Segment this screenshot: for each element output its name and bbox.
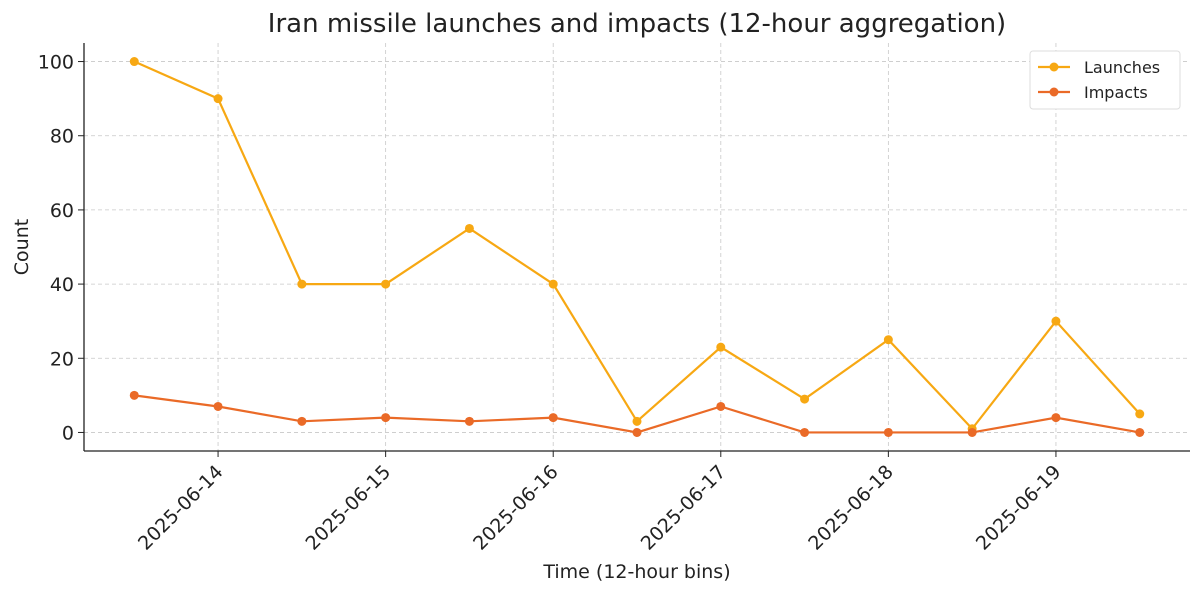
data-point — [381, 413, 391, 423]
data-point — [967, 427, 977, 437]
data-point — [632, 416, 642, 426]
y-axis-label: Count — [11, 219, 33, 275]
data-point — [297, 416, 307, 426]
data-point — [548, 413, 558, 423]
x-tick-label: 2025-06-19 — [972, 461, 1066, 555]
data-point — [381, 279, 391, 289]
legend-box — [1029, 50, 1181, 110]
legend-marker — [1049, 62, 1059, 72]
legend-label: Impacts — [1084, 83, 1148, 102]
x-tick-label: 2025-06-17 — [637, 461, 731, 555]
data-point — [883, 427, 893, 437]
data-point — [716, 401, 726, 411]
x-tick-label: 2025-06-18 — [804, 461, 898, 555]
data-point — [129, 57, 139, 67]
data-point — [883, 335, 893, 345]
data-point — [129, 390, 139, 400]
data-point — [464, 416, 474, 426]
series-line — [133, 60, 1141, 431]
data-point — [1135, 427, 1145, 437]
data-point — [1135, 409, 1145, 419]
legend-marker — [1049, 87, 1059, 97]
data-point — [800, 427, 810, 437]
y-tick-label: 40 — [50, 274, 74, 296]
x-tick-label: 2025-06-16 — [469, 461, 563, 555]
x-tick-label: 2025-06-14 — [134, 461, 228, 555]
legend-label: Launches — [1084, 58, 1160, 77]
data-point — [548, 279, 558, 289]
chart-title: Iran missile launches and impacts (12-ho… — [268, 9, 1006, 39]
data-point — [213, 94, 223, 104]
x-tick-label: 2025-06-15 — [302, 461, 396, 555]
data-point — [632, 427, 642, 437]
y-tick-label: 100 — [38, 52, 74, 74]
x-axis-label: Time (12-hour bins) — [542, 561, 730, 583]
data-point — [464, 223, 474, 233]
y-tick-label: 80 — [50, 126, 74, 148]
y-tick-label: 20 — [50, 348, 74, 370]
data-point — [716, 342, 726, 352]
series-line — [134, 394, 1140, 434]
data-point — [800, 394, 810, 404]
data-point — [1051, 413, 1061, 423]
data-point — [1051, 316, 1061, 326]
data-point — [213, 401, 223, 411]
y-tick-label: 60 — [50, 200, 74, 222]
y-tick-label: 0 — [62, 422, 74, 444]
data-point — [297, 279, 307, 289]
